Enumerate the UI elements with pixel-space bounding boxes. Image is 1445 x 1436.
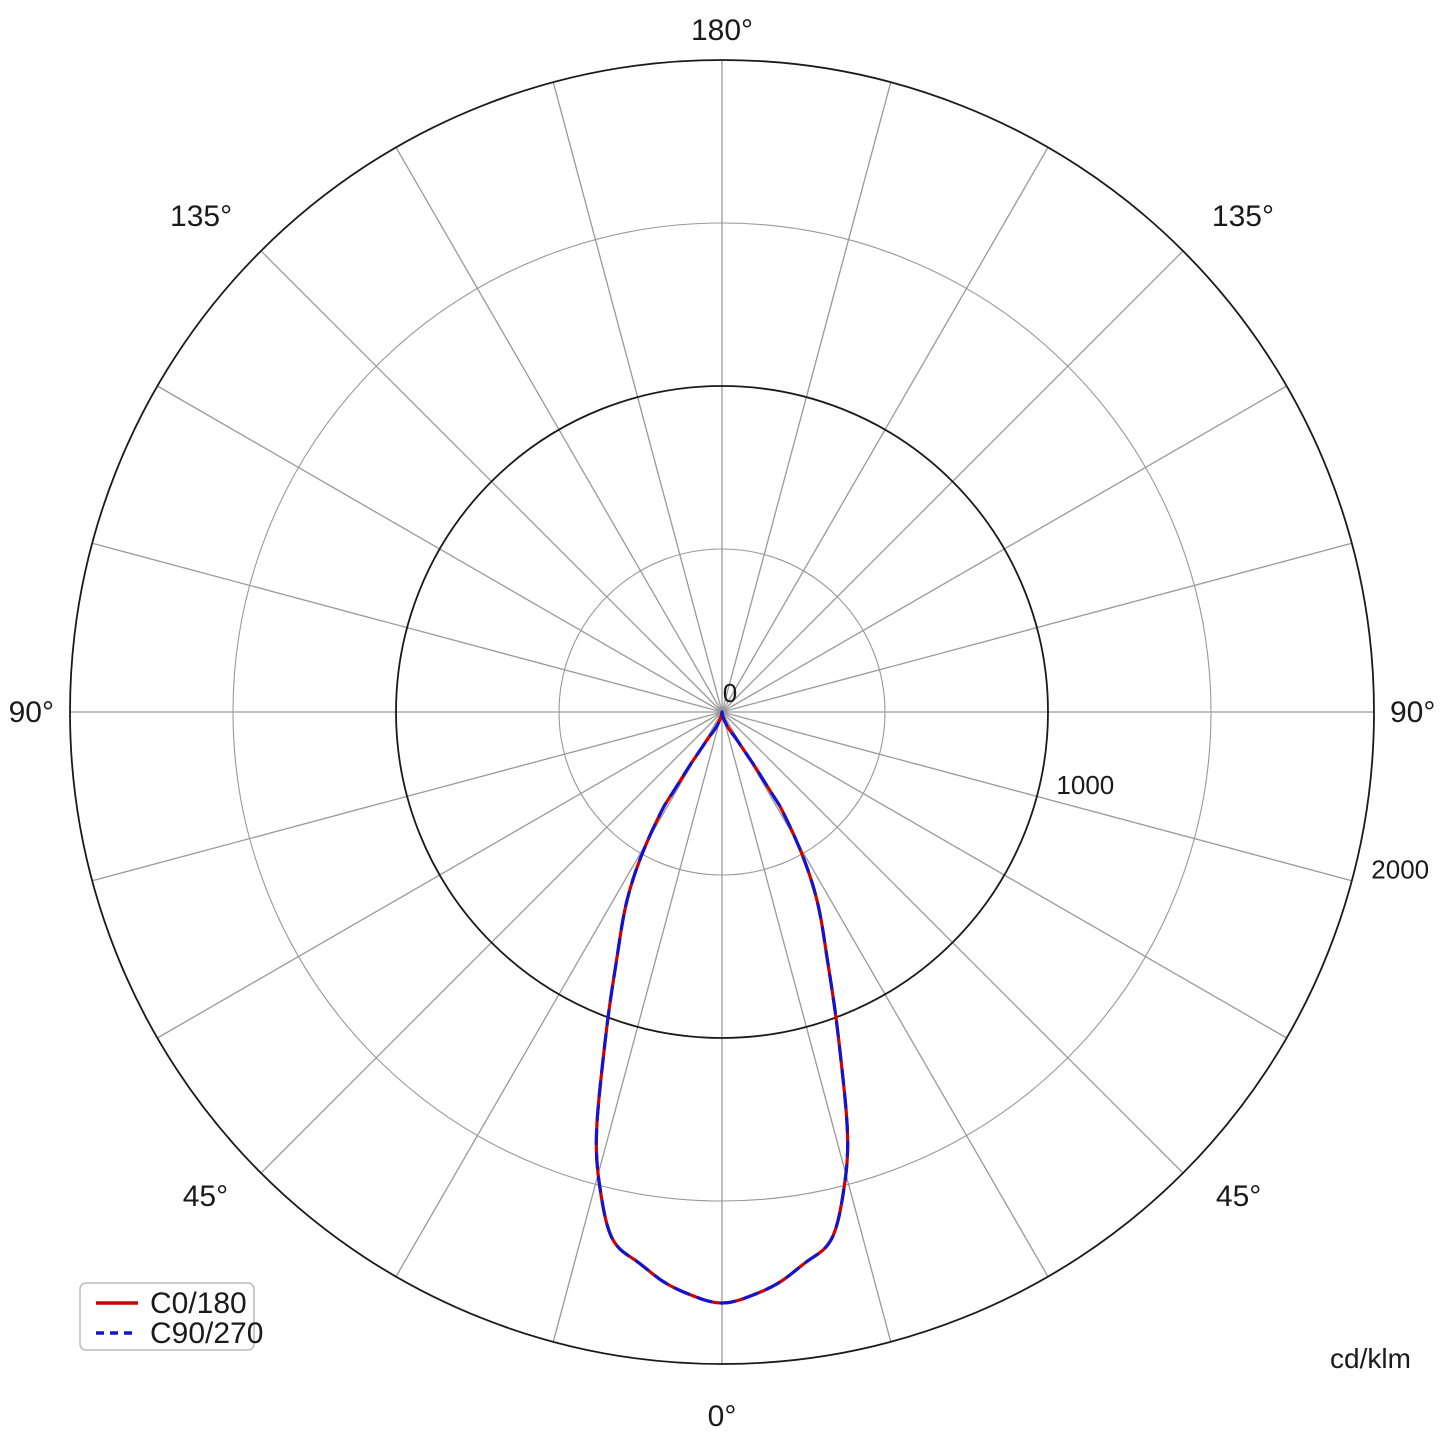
- svg-text:cd/klm: cd/klm: [1330, 1343, 1411, 1374]
- svg-text:0: 0: [723, 678, 737, 708]
- svg-text:45°: 45°: [183, 1180, 228, 1213]
- svg-text:C0/180: C0/180: [150, 1287, 247, 1320]
- svg-text:135°: 135°: [1212, 200, 1274, 233]
- svg-text:C90/270: C90/270: [150, 1317, 263, 1350]
- svg-text:2000: 2000: [1371, 854, 1429, 884]
- svg-text:1000: 1000: [1056, 770, 1114, 800]
- svg-text:90°: 90°: [1390, 696, 1435, 729]
- svg-text:45°: 45°: [1216, 1180, 1261, 1213]
- svg-text:90°: 90°: [9, 696, 54, 729]
- svg-text:180°: 180°: [691, 14, 753, 47]
- svg-text:0°: 0°: [708, 1400, 737, 1431]
- svg-text:135°: 135°: [170, 200, 232, 233]
